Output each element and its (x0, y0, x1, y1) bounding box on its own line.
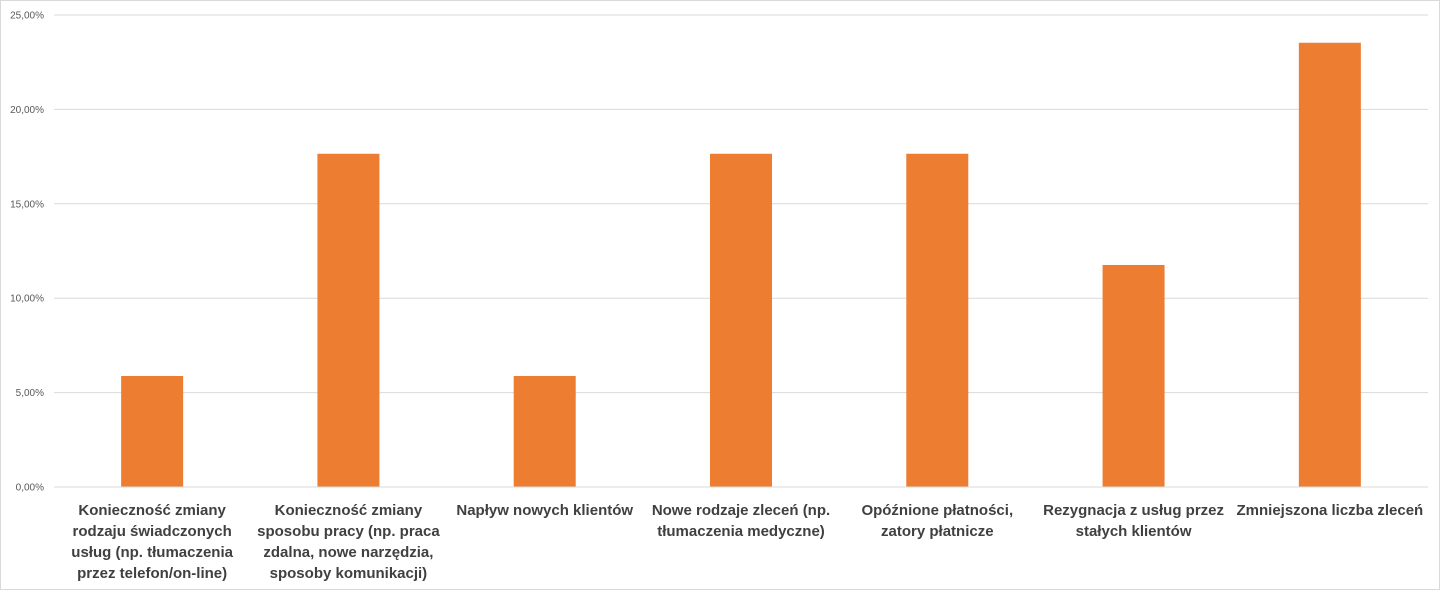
y-tick-label: 10,00% (10, 294, 44, 305)
bar (513, 375, 576, 487)
bar (121, 375, 184, 487)
y-tick-label: 5,00% (16, 388, 44, 399)
bar (1298, 42, 1361, 487)
bar (317, 153, 380, 487)
category-label: Konieczność zmiany rodzaju świadczonych us… (71, 502, 233, 582)
category-label: Zmniejszona liczba zleceń (1236, 502, 1423, 519)
y-tick-label: 20,00% (10, 105, 44, 116)
category-label: Napływ nowych klientów (456, 502, 633, 519)
bar (710, 153, 772, 487)
y-tick-label: 25,00% (10, 11, 44, 22)
category-label: Nowe rodzaje zleceń (np. tłumaczenia medy… (652, 502, 830, 540)
category-label: Rezygnacja z usług przez stałych klientów (1043, 502, 1224, 540)
y-tick-label: 0,00% (16, 483, 44, 494)
category-label: Konieczność zmiany sposobu pracy (np. pra… (257, 502, 440, 582)
y-tick-label: 15,00% (10, 199, 44, 210)
bar (1102, 264, 1165, 487)
bar (906, 153, 969, 487)
category-label: Opóźnione płatności, zatory płatnicze (861, 502, 1013, 540)
